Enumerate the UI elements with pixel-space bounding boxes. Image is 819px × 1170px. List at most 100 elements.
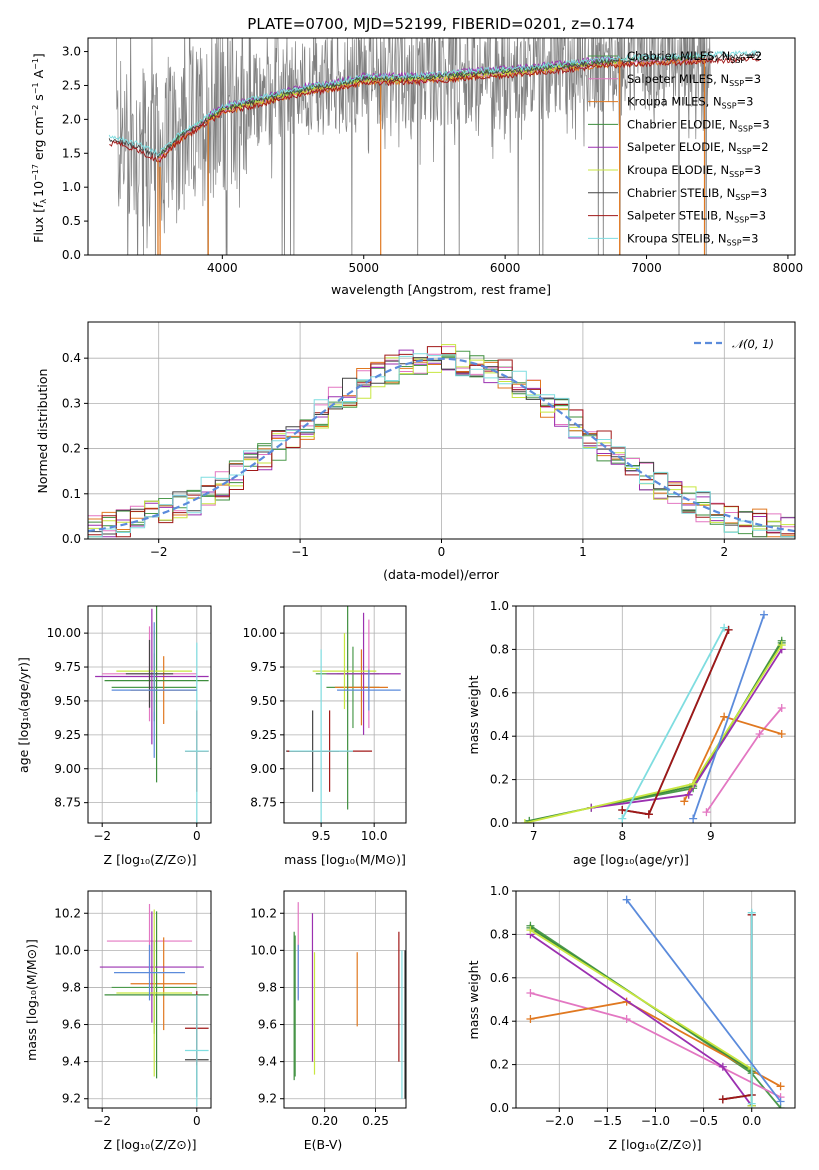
y-tick-label: 0.3: [62, 396, 81, 410]
series-marker-salpeter_miles: [777, 703, 786, 712]
legend-entry: Salpeter ELODIE, NSSP=2: [627, 140, 769, 156]
y-tick-label: 0.0: [62, 248, 81, 262]
series-marker-kroupa_elodie: [520, 819, 529, 823]
series-marker-blue: [689, 814, 698, 823]
series-marker-kroupa_elodie: [689, 779, 698, 788]
spectrum-title: PLATE=0700, MJD=52199, FIBERID=0201, z=0…: [247, 15, 634, 33]
legend-entry: Salpeter STELIB, NSSP=3: [627, 209, 766, 225]
spectrum-data-line: [116, 38, 711, 255]
series-marker-kroupa_miles: [526, 1015, 535, 1024]
series-marker-kroupa_miles: [777, 730, 786, 739]
axes-frame: [515, 605, 796, 824]
y-tick-label: 0.2: [490, 773, 509, 787]
residual-histogram-panel: (data-model)/error Normed distribution −…: [35, 321, 796, 582]
series-line-kroupa_miles: [683, 715, 782, 802]
series-marker-salpeter_elodie: [684, 790, 693, 799]
x-tick-label: −2.0: [545, 1114, 574, 1128]
y-tick-label: 0.4: [490, 729, 509, 743]
y-tick-label: 8.75: [54, 796, 81, 810]
y-tick-label: 0.2: [62, 442, 81, 456]
series-marker-kroupa_stelib: [618, 814, 627, 823]
y-tick-label: 9.6: [258, 1018, 277, 1032]
y-tick-label: 1.5: [62, 146, 81, 160]
y-tick-label: 0.5: [62, 214, 81, 228]
series-line-chabrier_elodie: [529, 927, 753, 1106]
x-tick-label: 0: [193, 1114, 201, 1128]
model-line-chabrier_stelib: [108, 51, 761, 160]
y-tick-label: 10.2: [250, 906, 277, 920]
y-tick-label: 9.25: [250, 728, 277, 742]
mass-ebv-xlabel: E(B-V): [304, 1137, 343, 1152]
x-tick-label: 10.0: [361, 829, 388, 843]
y-tick-label: 0.0: [490, 1101, 509, 1115]
x-tick-label: 9: [707, 829, 715, 843]
histogram-ylabel: Normed distribution: [35, 369, 50, 494]
legend-entry: Kroupa ELODIE, NSSP=3: [627, 163, 761, 179]
x-tick-label: 7: [530, 829, 538, 843]
x-tick-label: 0: [193, 829, 201, 843]
weight-z-ylabel: mass weight: [466, 960, 481, 1039]
y-tick-label: 9.2: [62, 1092, 81, 1106]
y-tick-label: 0.8: [490, 927, 509, 941]
y-tick-label: 10.00: [243, 626, 277, 640]
x-tick-label: 0.20: [311, 1114, 338, 1128]
y-tick-label: 9.50: [250, 694, 277, 708]
x-tick-label: −0.5: [689, 1114, 718, 1128]
plot-area: [99, 903, 209, 1107]
y-tick-label: 2.5: [62, 78, 81, 92]
spectrum-panel: PLATE=0700, MJD=52199, FIBERID=0201, z=0…: [31, 15, 803, 297]
x-tick-label: −1.0: [641, 1114, 670, 1128]
y-tick-label: 10.0: [250, 943, 277, 957]
plot-area: [88, 344, 795, 538]
series-marker-blue: [760, 610, 768, 619]
series-line-blue: [692, 614, 765, 819]
y-tick-label: 9.6: [62, 1018, 81, 1032]
y-tick-label: 1.0: [62, 180, 81, 194]
axes-frame: [283, 890, 407, 1109]
x-tick-label: −2: [150, 545, 168, 559]
series-marker-salpeter_miles: [702, 808, 711, 817]
series-marker-kroupa_miles: [680, 797, 689, 806]
x-tick-label: −2: [93, 1114, 111, 1128]
y-tick-label: 0.4: [62, 351, 81, 365]
legend-entry: Chabrier ELODIE, NSSP=3: [627, 117, 770, 133]
plot-area: [286, 606, 401, 823]
plot-area: [526, 895, 785, 1108]
legend-normal-label: 𝒩(0, 1): [732, 337, 774, 351]
axes-frame: [87, 605, 212, 824]
y-tick-label: 1.0: [490, 599, 509, 613]
series-marker-blue: [776, 1097, 785, 1106]
weight-vs-age-panel: age [log₁₀(age/yr)] mass weight 7 8 9 0.0 0.…: [466, 599, 796, 867]
mass-vs-ebv-panel: E(B-V) 0.20 0.25 9.2 9.4 9.6 9.8 10.0 10.2: [250, 890, 407, 1152]
x-tick-label: 7000: [631, 261, 662, 275]
series-marker-salpeter_miles: [622, 1015, 631, 1024]
series-marker-kroupa_stelib: [747, 908, 756, 917]
axes-frame: [87, 890, 212, 1109]
legend-entry: Kroupa STELIB, NSSP=3: [627, 231, 758, 247]
y-tick-label: 0.6: [490, 686, 509, 700]
weight-z-xlabel: Z [log₁₀(Z/Z⊙)]: [609, 1137, 702, 1152]
series-marker-kroupa_miles: [720, 712, 729, 721]
y-tick-label: 9.75: [54, 660, 81, 674]
x-tick-label: −1.5: [593, 1114, 622, 1128]
y-tick-label: 8.75: [250, 796, 277, 810]
series-marker-salpeter_miles: [526, 988, 535, 997]
series-marker-kroupa_stelib: [720, 623, 729, 632]
series-line-chabrier_elodie: [529, 642, 783, 822]
model-line-salpeter_stelib: [109, 56, 760, 163]
y-tick-label: 9.00: [54, 762, 81, 776]
y-tick-label: 9.50: [54, 694, 81, 708]
weight-vs-z-panel: Z [log₁₀(Z/Z⊙)] mass weight −2.0 −1.5 −1.0…: [466, 884, 796, 1152]
legend-entry: Chabrier STELIB, NSSP=3: [627, 186, 767, 202]
y-tick-label: 0.0: [490, 816, 509, 830]
axes-frame: [283, 605, 407, 824]
x-tick-label: −2: [93, 829, 111, 843]
x-tick-label: 0.25: [362, 1114, 389, 1128]
series-marker-salpeter_elodie: [718, 1062, 727, 1071]
x-tick-label: 2: [720, 545, 728, 559]
x-tick-label: 6000: [490, 261, 521, 275]
y-tick-label: 0.4: [490, 1014, 509, 1028]
y-tick-label: 9.4: [62, 1055, 81, 1069]
histogram-kroupa_stelib: [88, 353, 795, 538]
series-line-chabrier_miles: [591, 640, 783, 809]
